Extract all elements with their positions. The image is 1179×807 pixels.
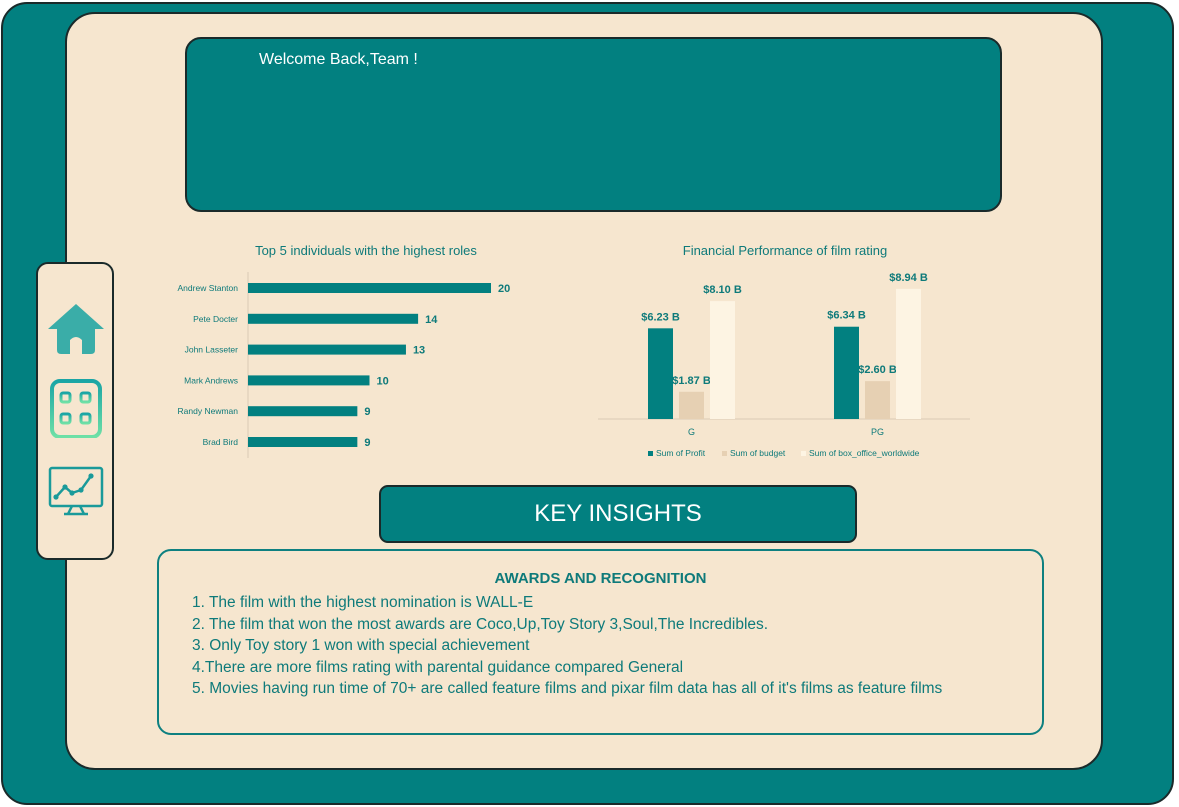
finance-bar-chart: $6.23 B $1.87 B $8.10 B G $6.34 B $2.60 B $8.9… — [598, 272, 970, 458]
finance-chart-title: Financial Performance of film rating — [682, 243, 888, 258]
legend-swatch — [722, 451, 727, 456]
roles-chart-title: Top 5 individuals with the highest roles — [255, 243, 477, 258]
bar — [896, 288, 921, 419]
bar — [248, 344, 406, 355]
sidebar — [36, 262, 114, 560]
data-label: 13 — [413, 345, 425, 357]
data-label: $8.94 B — [889, 272, 928, 284]
data-label: $8.10 B — [703, 284, 742, 296]
awards-item: 5. Movies having run time of 70+ are cal… — [192, 680, 943, 698]
legend-label: Sum of budget — [730, 448, 786, 458]
awards-panel: AWARDS AND RECOGNITION 1. The film with … — [157, 549, 1044, 735]
category-label: Pete Docter — [193, 314, 238, 324]
roles-bar-chart: Andrew Stanton 20 Pete Docter 14 John Lasset… — [178, 272, 510, 458]
home-icon[interactable] — [46, 298, 106, 358]
bar — [248, 313, 419, 324]
bar — [648, 328, 673, 419]
data-label: 10 — [377, 375, 389, 387]
data-label: $6.34 B — [827, 310, 866, 322]
grid-icon[interactable] — [46, 378, 106, 438]
key-insights-banner: KEY INSIGHTS — [379, 485, 857, 543]
data-label: $2.60 B — [858, 364, 897, 376]
bar — [248, 283, 491, 293]
category-label: Andrew Stanton — [178, 283, 239, 293]
bar — [865, 381, 890, 419]
category-label: G — [688, 427, 695, 437]
data-label: 9 — [364, 406, 370, 418]
awards-list: 1. The film with the highest nomination … — [192, 592, 942, 700]
welcome-banner: Welcome Back,Team ! — [185, 37, 1002, 212]
data-label: 20 — [498, 283, 510, 295]
bar — [248, 437, 358, 447]
bar — [679, 391, 704, 419]
awards-title: AWARDS AND RECOGNITION — [494, 570, 707, 587]
awards-item: 1. The film with the highest nomination … — [192, 594, 534, 611]
awards-item: 3. Only Toy story 1 won with special ach… — [192, 637, 530, 655]
data-label: $6.23 B — [641, 311, 680, 323]
data-label: 9 — [364, 437, 370, 449]
category-label: John Lasseter — [185, 345, 239, 355]
bar — [248, 375, 370, 386]
line-chart-monitor-icon[interactable] — [46, 462, 106, 522]
legend-swatch — [648, 451, 653, 456]
awards-item: 4.There are more films rating with paren… — [192, 658, 684, 676]
category-label: Randy Newman — [178, 406, 239, 416]
legend-label: Sum of box_office_worldwide — [809, 448, 920, 458]
bar — [834, 326, 859, 419]
category-label: Mark Andrews — [184, 375, 238, 385]
bar — [710, 301, 735, 419]
welcome-text: Welcome Back,Team ! — [259, 51, 418, 68]
awards-item: 2. The film that won the most awards are… — [192, 615, 769, 633]
bar — [248, 406, 358, 417]
legend-swatch — [801, 451, 806, 456]
legend-label: Sum of Profit — [656, 448, 706, 458]
data-label: $1.87 B — [672, 375, 711, 387]
category-label: Brad Bird — [203, 437, 239, 447]
data-label: 14 — [425, 314, 438, 326]
category-label: PG — [871, 427, 884, 437]
